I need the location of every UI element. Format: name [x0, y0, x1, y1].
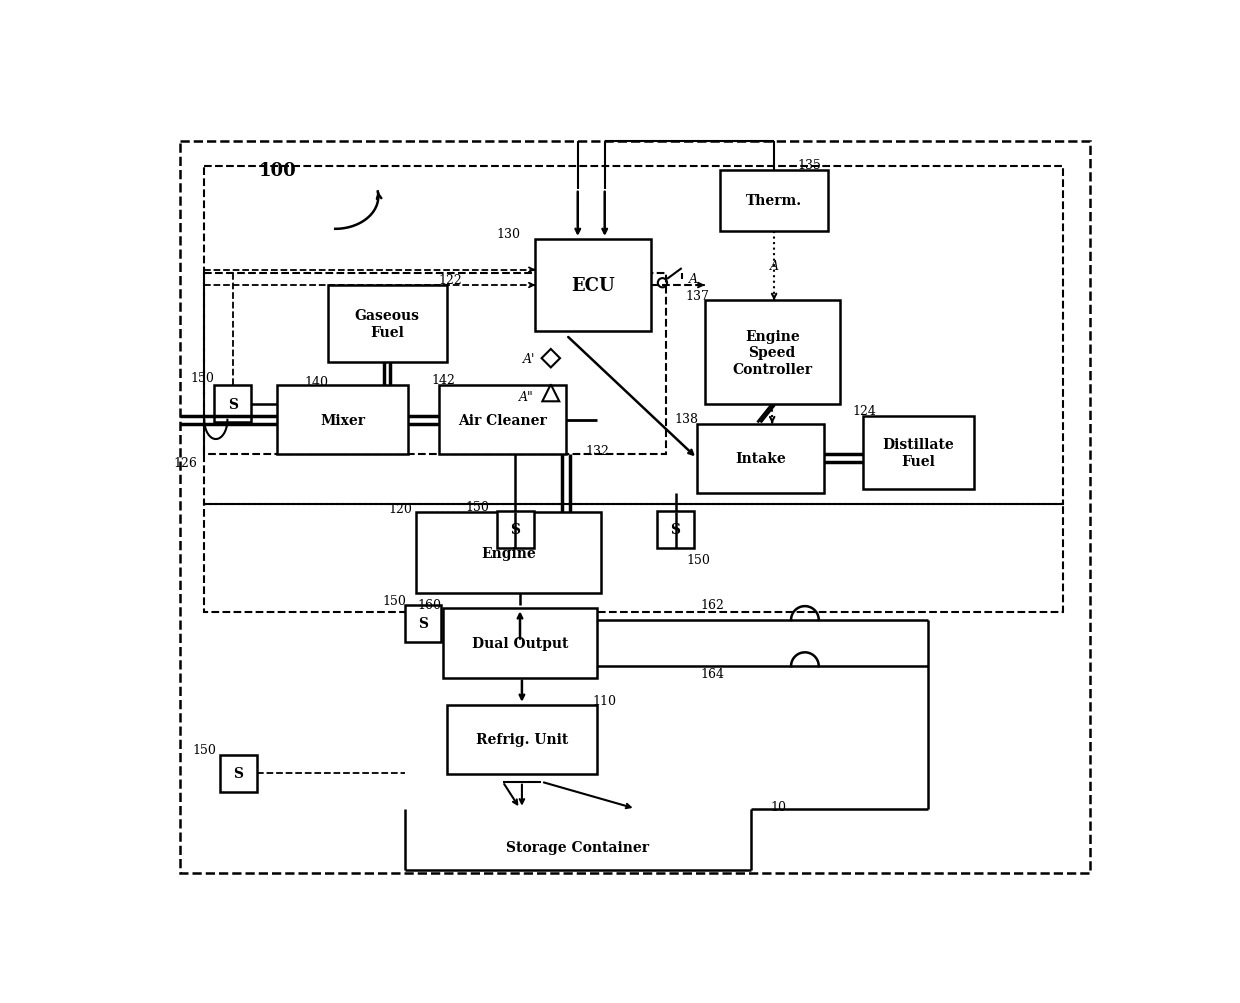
- Text: Engine
Speed
Controller: Engine Speed Controller: [732, 330, 812, 376]
- Bar: [497, 512, 534, 548]
- Text: 130: 130: [496, 228, 520, 241]
- Bar: [704, 301, 839, 405]
- Text: 137: 137: [686, 289, 709, 302]
- Text: Intake: Intake: [735, 451, 786, 465]
- Bar: [417, 513, 601, 594]
- Text: S: S: [671, 523, 681, 537]
- Text: S: S: [233, 766, 243, 780]
- Bar: [215, 386, 252, 422]
- Text: A": A": [518, 391, 533, 404]
- Text: 100: 100: [259, 161, 296, 180]
- Text: 135: 135: [797, 158, 821, 172]
- Text: Dual Output: Dual Output: [471, 637, 568, 650]
- Text: S: S: [418, 617, 428, 631]
- Text: 164: 164: [701, 668, 724, 681]
- Bar: [443, 609, 596, 678]
- Text: 150: 150: [192, 743, 216, 756]
- Text: 126: 126: [174, 456, 197, 469]
- Bar: [657, 512, 694, 548]
- Bar: [219, 755, 257, 792]
- Text: Gaseous
Fuel: Gaseous Fuel: [355, 309, 419, 339]
- Text: A': A': [523, 352, 536, 365]
- Text: 142: 142: [432, 374, 455, 387]
- Bar: [720, 171, 828, 232]
- Bar: [446, 705, 596, 774]
- Text: S: S: [228, 397, 238, 411]
- Text: 124: 124: [852, 404, 877, 417]
- Bar: [205, 274, 666, 455]
- Bar: [697, 424, 825, 493]
- Text: Engine: Engine: [481, 546, 536, 560]
- Text: 150: 150: [383, 595, 407, 608]
- Text: Mixer: Mixer: [320, 413, 366, 427]
- Text: 140: 140: [304, 375, 327, 388]
- Text: Therm.: Therm.: [746, 195, 802, 209]
- Text: Distillate
Fuel: Distillate Fuel: [883, 438, 955, 468]
- Text: A: A: [770, 260, 779, 273]
- Text: 150: 150: [687, 553, 711, 566]
- Bar: [205, 166, 1063, 505]
- Bar: [327, 286, 446, 363]
- Text: 150: 150: [466, 500, 490, 514]
- Bar: [536, 240, 651, 332]
- Bar: [863, 416, 975, 489]
- Text: S: S: [511, 523, 521, 537]
- Text: 150: 150: [191, 371, 215, 384]
- Text: ECU: ECU: [572, 277, 615, 295]
- Bar: [439, 386, 567, 455]
- Text: 122: 122: [439, 274, 463, 287]
- Text: 132: 132: [585, 444, 609, 457]
- Text: 162: 162: [701, 599, 724, 612]
- Bar: [205, 505, 1063, 613]
- Text: Storage Container: Storage Container: [506, 841, 650, 855]
- Text: Refrig. Unit: Refrig. Unit: [476, 732, 568, 746]
- Text: 160: 160: [417, 599, 441, 612]
- Text: 10: 10: [770, 800, 786, 813]
- Bar: [278, 386, 408, 455]
- Text: A: A: [688, 273, 698, 286]
- Bar: [404, 605, 441, 642]
- Text: 110: 110: [593, 695, 616, 708]
- Text: 120: 120: [388, 503, 413, 516]
- Text: Air Cleaner: Air Cleaner: [459, 413, 547, 427]
- Text: 138: 138: [675, 412, 698, 425]
